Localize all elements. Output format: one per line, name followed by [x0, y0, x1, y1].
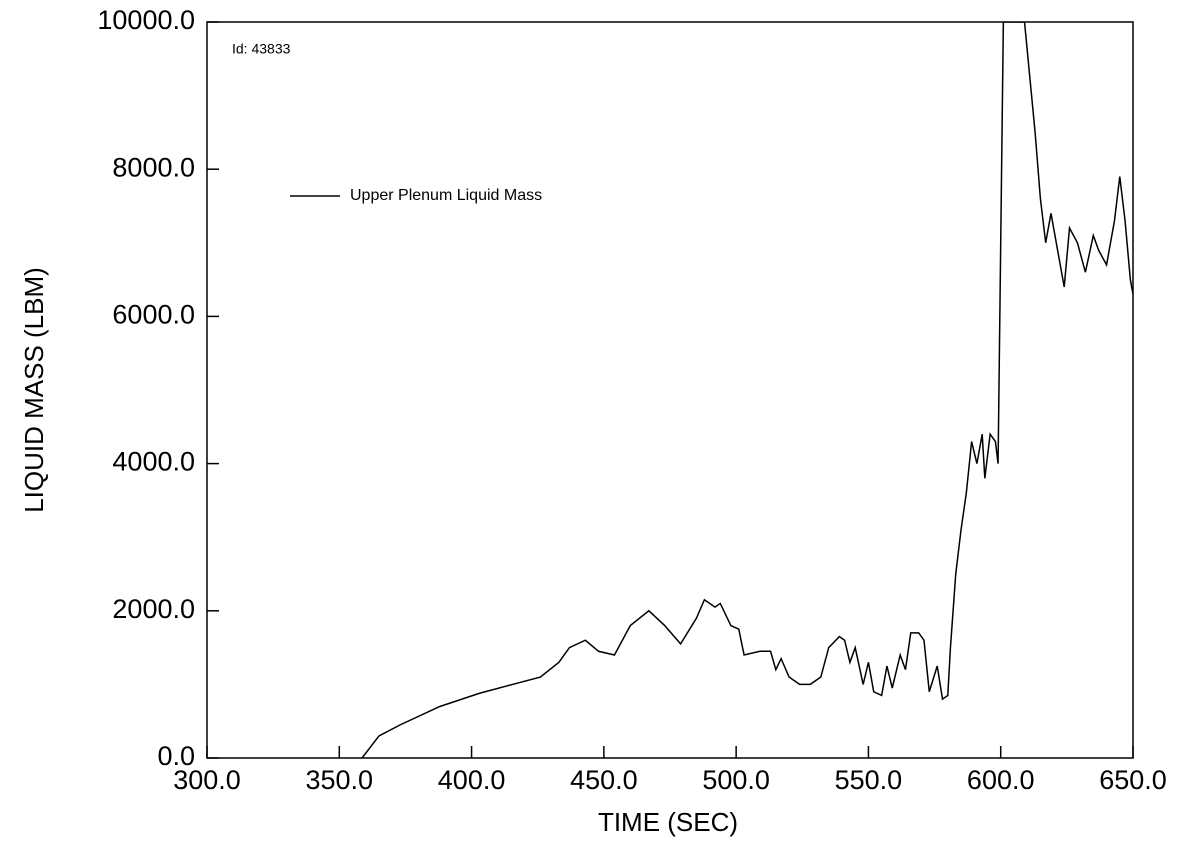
- data-line: [361, 22, 1133, 758]
- y-axis-title: LIQUID MASS (LBM): [19, 267, 49, 513]
- x-axis-title: TIME (SEC): [598, 807, 738, 837]
- y-tick-label: 6000.0: [112, 300, 195, 330]
- y-tick-label: 4000.0: [112, 447, 195, 477]
- x-tick-label: 400.0: [438, 765, 506, 795]
- plot-frame: [206, 21, 1134, 759]
- x-tick-label: 500.0: [702, 765, 770, 795]
- annotation: Id: 43833: [232, 41, 291, 57]
- x-tick-label: 600.0: [967, 765, 1035, 795]
- y-tick-label: 0.0: [157, 741, 195, 771]
- y-tick-label: 10000.0: [97, 5, 195, 35]
- x-tick-label: 650.0: [1099, 765, 1167, 795]
- x-tick-label: 350.0: [305, 765, 373, 795]
- y-tick-label: 2000.0: [112, 594, 195, 624]
- x-tick-label: 550.0: [835, 765, 903, 795]
- x-tick-label: 300.0: [173, 765, 241, 795]
- x-tick-label: 450.0: [570, 765, 638, 795]
- y-tick-label: 8000.0: [112, 152, 195, 182]
- legend-label: Upper Plenum Liquid Mass: [350, 187, 542, 204]
